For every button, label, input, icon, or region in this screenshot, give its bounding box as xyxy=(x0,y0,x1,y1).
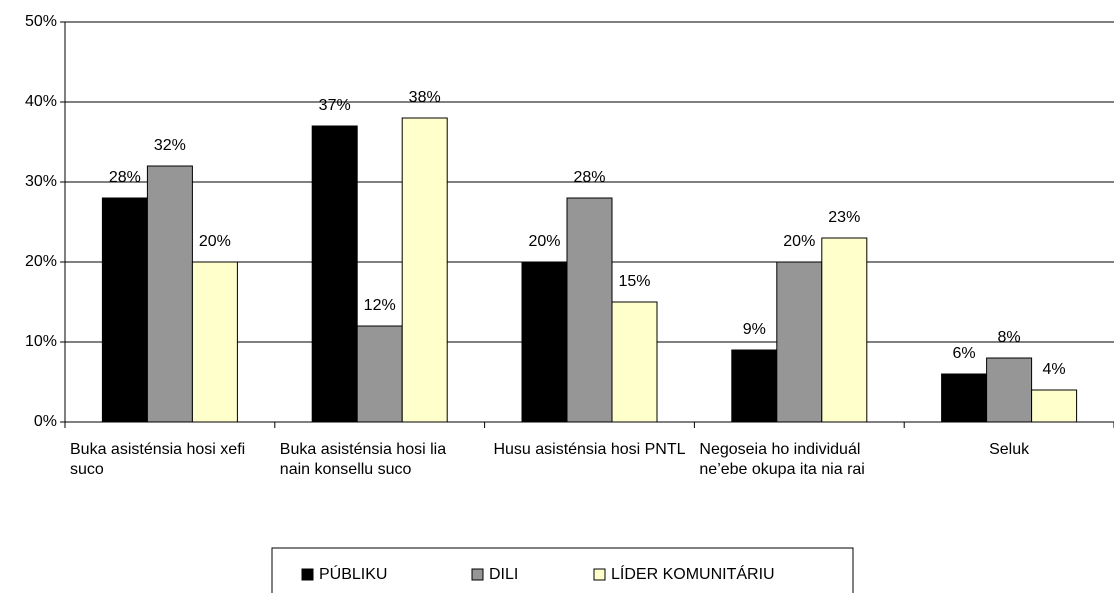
legend-label: PÚBLIKU xyxy=(319,564,387,583)
data-label: 12% xyxy=(364,297,396,314)
bar xyxy=(356,325,403,423)
bar xyxy=(146,165,193,423)
legend-label: LÍDER KOMUNITÁRIU xyxy=(611,564,775,583)
legend-swatch xyxy=(301,568,314,581)
data-label: 23% xyxy=(828,209,860,226)
legend-label: DILI xyxy=(489,566,518,583)
x-tick-label: Buka asisténsia hosi lia nain konsellu s… xyxy=(280,440,480,480)
category-text: Buka asisténsia hosi lia nain konsellu s… xyxy=(279,441,447,478)
legend-box xyxy=(271,547,854,593)
data-label: 28% xyxy=(573,169,605,186)
bar xyxy=(521,261,568,423)
x-tick-label: Husu asisténsia hosi PNTL xyxy=(490,440,690,460)
y-tick-label: 20% xyxy=(25,253,57,270)
y-tick-label: 40% xyxy=(25,93,57,110)
data-label: 15% xyxy=(618,273,650,290)
data-label: 20% xyxy=(199,233,231,250)
category-text: Negoseia ho individuál ne’ebe okupa ita … xyxy=(699,441,865,478)
bar xyxy=(611,301,658,423)
x-tick-label: Buka asisténsia hosi xefi suco xyxy=(70,440,270,480)
category-text: Husu asisténsia hosi PNTL xyxy=(493,441,686,458)
y-tick-label: 10% xyxy=(25,333,57,350)
bar xyxy=(731,349,778,423)
category-text: Seluk xyxy=(989,441,1030,458)
bar xyxy=(101,197,148,423)
data-label: 9% xyxy=(743,321,766,338)
y-tick-label: 50% xyxy=(25,13,57,30)
data-label: 8% xyxy=(998,329,1021,346)
legend-swatch xyxy=(471,568,484,581)
bar xyxy=(191,261,238,423)
bar xyxy=(566,197,613,423)
data-label: 32% xyxy=(154,137,186,154)
bar xyxy=(986,357,1033,423)
data-label: 38% xyxy=(409,89,441,106)
data-label: 6% xyxy=(953,345,976,362)
bar xyxy=(1031,389,1078,423)
bar xyxy=(401,117,448,423)
y-tick-label: 30% xyxy=(25,173,57,190)
bar xyxy=(311,125,358,423)
data-label: 20% xyxy=(783,233,815,250)
category-text: Buka asisténsia hosi xefi suco xyxy=(70,441,246,478)
x-tick-label: Seluk xyxy=(909,440,1109,460)
bar xyxy=(941,373,988,423)
data-label: 20% xyxy=(528,233,560,250)
y-tick-label: 0% xyxy=(34,413,57,430)
bar xyxy=(776,261,823,423)
data-label: 28% xyxy=(109,169,141,186)
data-label: 37% xyxy=(319,97,351,114)
x-tick-label: Negoseia ho individuál ne’ebe okupa ita … xyxy=(699,440,899,480)
bar xyxy=(821,237,868,423)
legend-swatch xyxy=(593,568,606,581)
data-label: 4% xyxy=(1043,361,1066,378)
